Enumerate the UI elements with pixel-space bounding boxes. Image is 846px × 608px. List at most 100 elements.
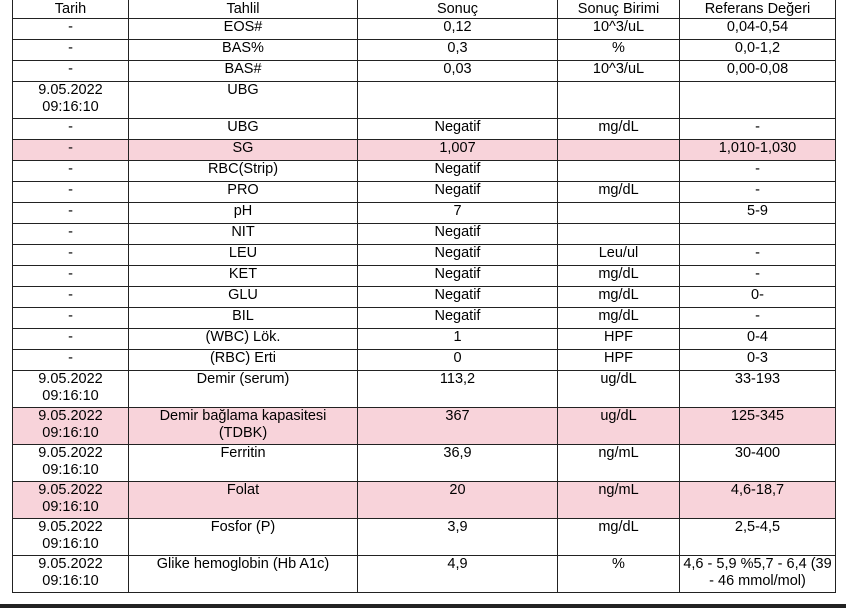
cell-text: 9.05.2022 09:16:10 <box>38 408 103 442</box>
cell: - <box>12 328 129 350</box>
cell-text: 0 <box>453 350 462 367</box>
cell-text: 10^3/uL <box>592 61 645 78</box>
cell: 1,007 <box>357 139 558 161</box>
cell-text: - <box>68 245 73 262</box>
cell <box>679 81 836 119</box>
cell <box>557 223 680 245</box>
cell-text: - <box>68 182 73 199</box>
cell-text: LEU <box>228 245 258 262</box>
cell-text: - <box>68 287 73 304</box>
cell: - <box>679 265 836 287</box>
cell: 10^3/uL <box>557 18 680 40</box>
cell-text: RBC(Strip) <box>207 161 279 178</box>
result-row: - (RBC) Erti 0 HPF 0-3 <box>12 349 836 371</box>
cell-text: 0- <box>751 287 764 304</box>
cell-text: mg/dL <box>598 519 639 536</box>
cell: 9.05.2022 09:16:10 <box>12 555 129 593</box>
cell: - <box>12 349 129 371</box>
cell-text: EOS# <box>223 19 263 36</box>
cell-text: PRO <box>227 182 259 199</box>
cell: 9.05.2022 09:16:10 <box>12 407 129 445</box>
result-row: 9.05.2022 09:16:10 Glike hemoglobin (Hb A… <box>12 555 836 593</box>
cell: Negatif <box>357 160 558 182</box>
cell-text: 10^3/uL <box>592 19 645 36</box>
cell <box>679 223 836 245</box>
header-cell: Referans Değeri <box>679 0 836 19</box>
cell-text: Fosfor (P) <box>210 519 276 536</box>
cell-text: Ferritin <box>220 445 266 462</box>
cell-text: 7 <box>453 203 462 220</box>
cell-text: 0,3 <box>447 40 468 57</box>
cell-text: 36,9 <box>443 445 472 462</box>
cell-text: 0,12 <box>443 19 472 36</box>
cell: 9.05.2022 09:16:10 <box>12 518 129 556</box>
cell-text: 9.05.2022 09:16:10 <box>38 371 103 405</box>
cell: 30-400 <box>679 444 836 482</box>
cell: Negatif <box>357 118 558 140</box>
result-row: 9.05.2022 09:16:10 Fosfor (P) 3,9 mg/dL 2,5-… <box>12 518 836 556</box>
cell: 9.05.2022 09:16:10 <box>12 81 129 119</box>
cell-text: Leu/ul <box>598 245 639 262</box>
cell-text: KET <box>228 266 258 283</box>
cell-text: 1,010-1,030 <box>718 140 797 157</box>
cell-text: mg/dL <box>598 308 639 325</box>
cell: 9.05.2022 09:16:10 <box>12 370 129 408</box>
cell-text: UBG <box>227 82 259 99</box>
cell-text: 1 <box>453 329 462 346</box>
cell-text: - <box>755 266 760 283</box>
cell-text: 9.05.2022 09:16:10 <box>38 556 103 590</box>
cell: Demir (serum) <box>128 370 358 408</box>
cell-text: Negatif <box>434 266 481 283</box>
cell: - <box>12 39 129 61</box>
cell-text: 0,00-0,08 <box>726 61 789 78</box>
cell: EOS# <box>128 18 358 40</box>
cell: 33-193 <box>679 370 836 408</box>
result-row: - EOS# 0,12 10^3/uL 0,04-0,54 <box>12 18 836 40</box>
cell: - <box>12 286 129 308</box>
cell <box>557 81 680 119</box>
cell: - <box>12 160 129 182</box>
results-table: Tarih Tahlil Sonuç Sonuç Birimi Referans Değ… <box>12 0 836 593</box>
cell-text: % <box>612 556 625 573</box>
cell-text: - <box>68 329 73 346</box>
cell-text: mg/dL <box>598 266 639 283</box>
cell: 0,04-0,54 <box>679 18 836 40</box>
result-row: 9.05.2022 09:16:10 UBG <box>12 81 836 119</box>
cell: - <box>679 307 836 329</box>
result-row: 9.05.2022 09:16:10 Ferritin 36,9 ng/mL 30-40… <box>12 444 836 482</box>
cell-text: 9.05.2022 09:16:10 <box>38 445 103 479</box>
cell <box>557 202 680 224</box>
cell-text: - <box>68 308 73 325</box>
cell: % <box>557 39 680 61</box>
cell: 0- <box>679 286 836 308</box>
result-row: - PRO Negatif mg/dL - <box>12 181 836 203</box>
cell-text: Negatif <box>434 287 481 304</box>
cell: - <box>12 223 129 245</box>
cell: UBG <box>128 118 358 140</box>
cell: Fosfor (P) <box>128 518 358 556</box>
cell: - <box>679 244 836 266</box>
cell: mg/dL <box>557 265 680 287</box>
cell: Negatif <box>357 244 558 266</box>
cell-text: - <box>755 182 760 199</box>
cell-text: mg/dL <box>598 182 639 199</box>
cell: 20 <box>357 481 558 519</box>
result-row: - NIT Negatif <box>12 223 836 245</box>
cell: - <box>12 18 129 40</box>
cell-text: Negatif <box>434 119 481 136</box>
cell: mg/dL <box>557 286 680 308</box>
cell-text: 3,9 <box>447 519 468 536</box>
cell-text: 0,03 <box>443 61 472 78</box>
result-row: - pH 7 5-9 <box>12 202 836 224</box>
cell-text: - <box>68 61 73 78</box>
cell: KET <box>128 265 358 287</box>
cell: Negatif <box>357 181 558 203</box>
cell-text: UBG <box>227 119 259 136</box>
cell: 2,5-4,5 <box>679 518 836 556</box>
cell-text: - <box>68 203 73 220</box>
cell-text: 33-193 <box>734 371 781 388</box>
result-row: - BIL Negatif mg/dL - <box>12 307 836 329</box>
cell: 367 <box>357 407 558 445</box>
cell-text: ug/dL <box>600 408 637 425</box>
